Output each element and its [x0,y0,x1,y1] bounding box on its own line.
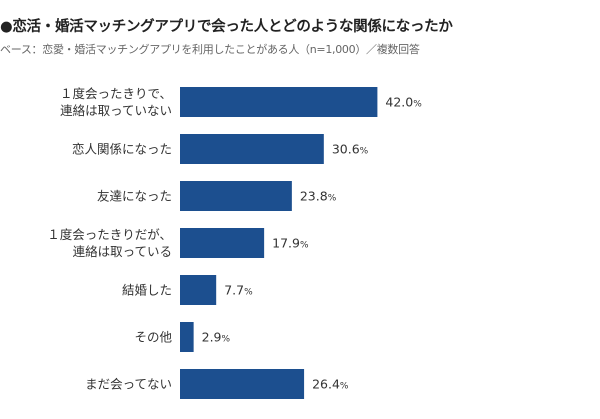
category-label: １度会ったきりで、 [60,86,172,101]
category-label: その他 [134,330,172,345]
bar [180,134,324,164]
data-label: 42.0% [385,95,422,110]
data-label: 26.4% [312,377,349,392]
chart-title: ●恋活・婚活マッチングアプリで会った人とどのような関係になったか [0,19,453,35]
category-label: 連絡は取っている [73,244,172,259]
data-label: 23.8% [300,189,337,204]
category-label: 友達になった [97,189,172,204]
bar [180,275,217,305]
bar [180,369,305,399]
category-label: まだ会ってない [85,377,172,392]
category-label: 結婚した [122,283,172,298]
category-label: 連絡は取っていない [60,103,172,118]
data-label: 2.9% [202,330,231,345]
bar [180,228,265,258]
chart-subtitle: ベース：恋愛・婚活マッチングアプリを利用したことがある人（n=1,000）／複数… [0,43,420,56]
category-label: 恋人関係になった [72,142,172,157]
category-label: １度会ったきりだが、 [47,227,172,242]
bar [180,87,378,117]
bar [180,181,292,211]
data-label: 7.7% [224,283,253,298]
data-label: 30.6% [332,142,369,157]
data-label: 17.9% [272,236,309,251]
bar [180,322,194,352]
